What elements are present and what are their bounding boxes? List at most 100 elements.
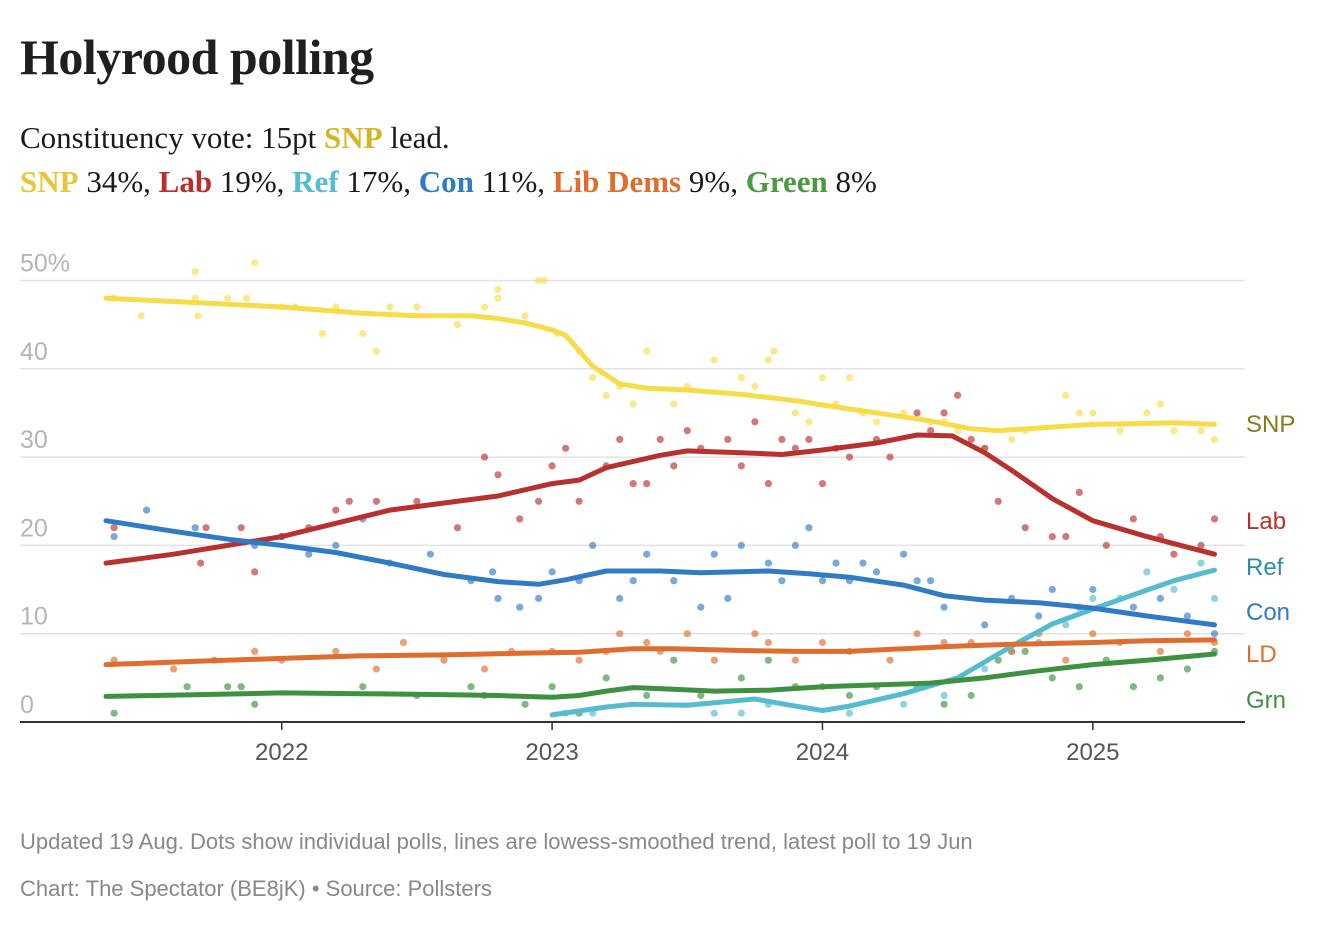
- poll-dot: [1129, 515, 1137, 523]
- poll-dot: [197, 559, 205, 567]
- subtitle-party-libdems: Lib Dems: [552, 164, 682, 199]
- poll-dot: [1210, 594, 1219, 603]
- poll-dot: [110, 524, 118, 532]
- notes-credit: Chart: The Spectator (BE8jK) • Source: P…: [20, 876, 492, 901]
- poll-dot: [535, 594, 543, 603]
- poll-dot: [516, 515, 524, 523]
- series-label: Lab: [1246, 508, 1286, 535]
- poll-dot: [345, 497, 353, 505]
- poll-dot: [1170, 550, 1178, 558]
- series-label: LD: [1246, 641, 1277, 668]
- poll-dot: [818, 374, 827, 382]
- subtitle-line-lead: Constituency vote: 15pt SNP lead.: [20, 116, 877, 160]
- poll-dot: [575, 656, 583, 664]
- poll-dot: [602, 391, 610, 399]
- poll-dot: [845, 691, 854, 700]
- poll-dot: [981, 621, 989, 629]
- poll-dot: [399, 638, 407, 647]
- poll-dot: [940, 691, 948, 700]
- poll-dot: [656, 435, 664, 443]
- poll-dot: [251, 647, 259, 656]
- subtitle-suffix: lead.: [382, 120, 450, 155]
- poll-dot: [818, 577, 827, 585]
- poll-dot: [480, 665, 489, 673]
- poll-dot: [710, 550, 718, 558]
- x-tick-label: 2022: [255, 739, 308, 766]
- series-labels: SNP Lab Ref Con LD Grn: [1246, 411, 1295, 714]
- subtitle-value-snp: 34%: [78, 164, 144, 199]
- poll-dot: [589, 541, 597, 550]
- poll-dot: [1116, 427, 1124, 435]
- poll-dot: [535, 276, 543, 285]
- poll-dot: [764, 559, 773, 567]
- poll-dot: [494, 471, 502, 479]
- poll-dot: [1089, 585, 1097, 594]
- poll-dot: [818, 638, 827, 647]
- poll-dot: [845, 709, 854, 717]
- poll-dot: [237, 683, 245, 691]
- poll-dot: [1210, 435, 1219, 443]
- poll-dot: [629, 400, 637, 408]
- poll-dot: [791, 656, 800, 664]
- poll-dot: [805, 435, 813, 443]
- poll-dot: [710, 356, 718, 364]
- poll-dot: [1183, 630, 1191, 638]
- series-label: Con: [1246, 599, 1290, 626]
- y-tick-label: 0: [20, 691, 34, 719]
- poll-dot: [386, 303, 394, 311]
- trend-line: [103, 651, 1217, 700]
- poll-dot: [629, 480, 637, 488]
- poll-dot: [1048, 533, 1056, 541]
- poll-dot: [791, 409, 800, 417]
- poll-dot: [453, 321, 462, 329]
- poll-dot: [791, 541, 800, 550]
- poll-dot: [1170, 427, 1178, 435]
- poll-dot: [764, 656, 773, 664]
- poll-dot: [359, 683, 367, 691]
- poll-dot: [710, 709, 718, 717]
- poll-dot: [886, 656, 894, 664]
- poll-dot: [940, 409, 948, 417]
- poll-dot: [737, 462, 745, 470]
- poll-dot: [224, 683, 232, 691]
- trend-line: [103, 432, 1217, 566]
- chart-notes: Updated 19 Aug. Dots show individual pol…: [20, 818, 973, 912]
- poll-dot: [602, 674, 610, 682]
- poll-dot: [643, 638, 651, 647]
- poll-dot: [737, 709, 745, 717]
- poll-dot: [616, 435, 624, 443]
- poll-dot: [372, 347, 380, 355]
- poll-dot: [480, 453, 489, 461]
- poll-dot: [191, 524, 199, 532]
- subtitle-lead-party: SNP: [323, 120, 383, 155]
- poll-dot: [489, 568, 497, 576]
- poll-dot: [1062, 391, 1070, 399]
- poll-dot: [1143, 409, 1151, 417]
- poll-dot: [872, 568, 881, 576]
- poll-dot: [778, 435, 786, 443]
- poll-dot: [643, 691, 651, 700]
- series-label: Ref: [1246, 554, 1284, 581]
- poll-dot: [224, 294, 232, 302]
- poll-dot: [1008, 435, 1016, 443]
- subtitle-prefix: Constituency vote: 15pt: [20, 120, 324, 155]
- poll-dot: [535, 497, 543, 505]
- poll-dot: [967, 691, 975, 700]
- subtitle-party-ref: Ref: [292, 164, 339, 199]
- subtitle-value-libdems: 9%: [681, 164, 731, 199]
- poll-dot: [480, 303, 489, 311]
- poll-dot: [110, 533, 118, 541]
- poll-dot: [110, 709, 118, 717]
- poll-dot: [751, 382, 759, 391]
- poll-dot: [548, 683, 556, 691]
- subtitle-sep: ,: [537, 164, 553, 199]
- y-tick-label: 50%: [20, 250, 70, 278]
- poll-dot: [548, 568, 556, 576]
- subtitle-sep: ,: [143, 164, 159, 199]
- poll-dot: [1062, 656, 1070, 664]
- poll-dot: [913, 577, 921, 585]
- poll-dot: [737, 374, 745, 382]
- poll-dot: [913, 409, 921, 417]
- poll-dot: [616, 594, 624, 603]
- poll-dot: [1062, 621, 1070, 629]
